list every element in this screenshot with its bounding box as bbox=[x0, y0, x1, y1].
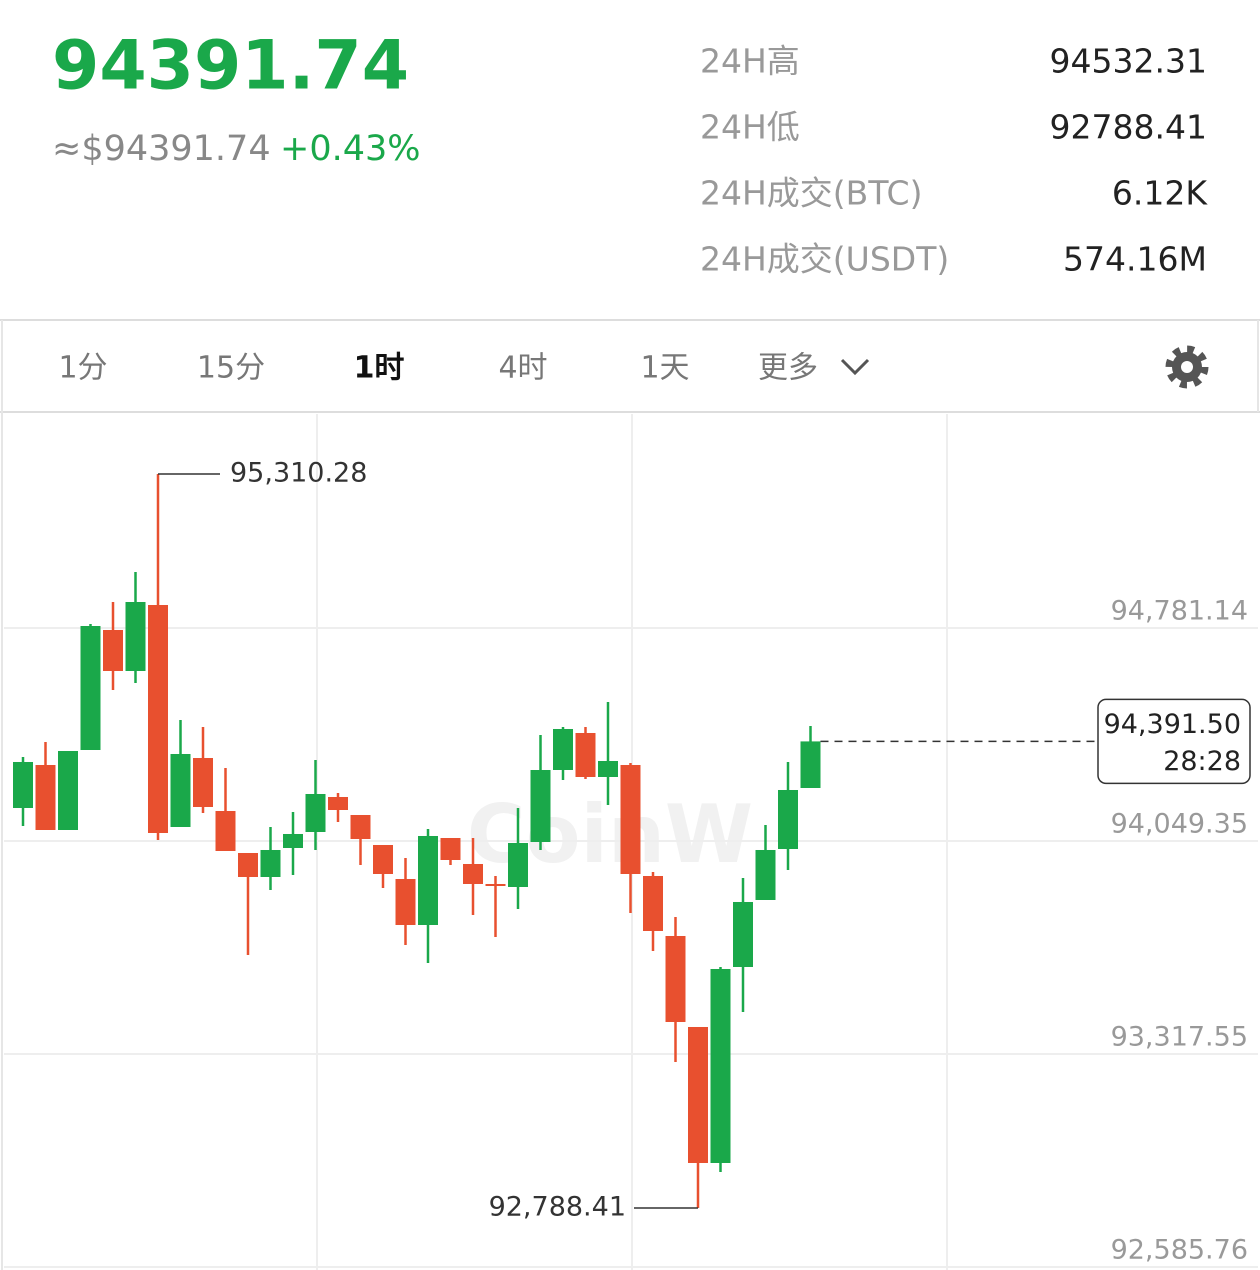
candle-body bbox=[710, 968, 731, 1163]
countdown: 28:28 bbox=[1163, 746, 1241, 777]
timeframe-tab[interactable]: 15分 bbox=[197, 351, 265, 386]
usd-price: ≈$94391.74 bbox=[52, 129, 271, 169]
candle-body bbox=[350, 814, 371, 839]
y-tick-label: 94,049.35 bbox=[1111, 808, 1248, 839]
candle-body bbox=[13, 761, 33, 808]
candle-body bbox=[688, 1026, 708, 1163]
stat-value: 6.12K bbox=[1112, 174, 1208, 213]
stat-label: 24H成交(USDT) bbox=[700, 240, 949, 279]
candle-body bbox=[260, 849, 281, 877]
high-label: 95,310.28 bbox=[230, 457, 367, 488]
y-tick-label: 93,317.55 bbox=[1111, 1022, 1248, 1053]
candle-body bbox=[170, 753, 191, 827]
candle-body bbox=[80, 625, 101, 750]
stat-value: 92788.41 bbox=[1050, 108, 1207, 147]
timeframe-tab[interactable]: 4时 bbox=[498, 351, 547, 386]
stat-label: 24H低 bbox=[700, 108, 800, 147]
timeframe-tab[interactable]: 1时 bbox=[354, 351, 405, 386]
timeframe-tab[interactable]: 1分 bbox=[58, 351, 107, 386]
candle-body bbox=[733, 901, 753, 967]
stat-value: 94532.31 bbox=[1050, 42, 1207, 81]
candle-body bbox=[665, 935, 686, 1022]
candle-body bbox=[755, 849, 776, 900]
candle-body bbox=[125, 601, 146, 671]
dropdown-chevron[interactable] bbox=[840, 358, 870, 376]
gear-teeth bbox=[1165, 345, 1209, 389]
candle-body bbox=[598, 760, 618, 777]
candle-body bbox=[530, 769, 551, 842]
candle-body bbox=[620, 764, 641, 874]
y-tick-label: 94,781.14 bbox=[1111, 595, 1248, 626]
candle-body bbox=[283, 833, 303, 848]
timeframe-tab[interactable]: 1天 bbox=[640, 351, 689, 386]
candle-body bbox=[440, 837, 461, 860]
last-price-box bbox=[1097, 698, 1251, 785]
candle-body bbox=[148, 604, 168, 833]
candle-body bbox=[575, 732, 596, 777]
candle-body bbox=[553, 728, 573, 770]
stat-label: 24H高 bbox=[700, 42, 800, 81]
candle-body bbox=[238, 852, 258, 877]
stat-value: 574.16M bbox=[1063, 240, 1207, 279]
gear-hole bbox=[1181, 361, 1193, 373]
candle-body bbox=[305, 793, 326, 832]
last-price-label: 94,391.50 bbox=[1104, 709, 1241, 740]
timeframe-tab[interactable]: 更多 bbox=[758, 351, 818, 386]
candle-body bbox=[778, 789, 798, 849]
candle-body bbox=[463, 863, 483, 884]
candle-body bbox=[328, 796, 348, 810]
candle-body bbox=[395, 878, 416, 925]
candle-body bbox=[508, 842, 528, 887]
candle-body bbox=[103, 629, 123, 671]
price: 94391.74 bbox=[52, 27, 409, 106]
change: +0.43% bbox=[280, 129, 421, 169]
candle-body bbox=[35, 764, 56, 830]
candle-body bbox=[215, 810, 236, 851]
stat-label: 24H成交(BTC) bbox=[700, 174, 922, 213]
candle-body bbox=[193, 757, 213, 807]
candle-body bbox=[58, 750, 78, 830]
candle-body bbox=[485, 883, 506, 886]
candle-body bbox=[800, 741, 821, 788]
y-tick-label: 92,585.76 bbox=[1111, 1234, 1248, 1265]
candle-body bbox=[418, 835, 438, 925]
candle-body bbox=[643, 875, 663, 931]
settings-icon[interactable] bbox=[1165, 345, 1209, 389]
candle-body bbox=[373, 844, 393, 874]
low-label: 92,788.41 bbox=[489, 1192, 626, 1223]
